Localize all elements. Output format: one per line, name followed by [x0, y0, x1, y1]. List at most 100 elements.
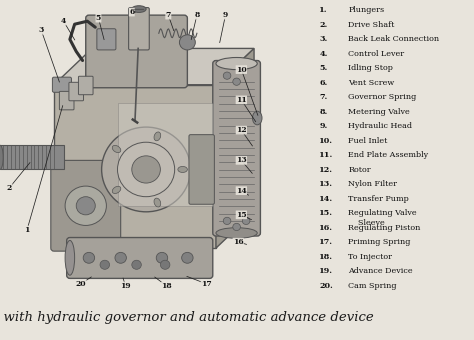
- Circle shape: [223, 72, 231, 79]
- Text: Hydraulic Head: Hydraulic Head: [348, 122, 412, 130]
- Circle shape: [156, 252, 168, 263]
- Text: 9: 9: [223, 11, 228, 19]
- Circle shape: [83, 252, 95, 263]
- Ellipse shape: [178, 166, 187, 172]
- Text: Rotor: Rotor: [348, 166, 371, 174]
- Polygon shape: [118, 103, 213, 206]
- Circle shape: [223, 217, 231, 224]
- Text: 18.: 18.: [319, 253, 333, 261]
- Text: 13: 13: [236, 156, 247, 164]
- Text: 11: 11: [236, 96, 247, 104]
- Circle shape: [132, 156, 160, 183]
- Text: 15.: 15.: [319, 209, 333, 217]
- Circle shape: [242, 217, 250, 224]
- Text: 16: 16: [233, 238, 244, 246]
- FancyBboxPatch shape: [59, 91, 74, 110]
- Text: 4: 4: [61, 17, 66, 25]
- Text: 10.: 10.: [319, 137, 333, 145]
- Text: 3.: 3.: [319, 35, 328, 43]
- Text: 11.: 11.: [319, 151, 334, 159]
- Polygon shape: [54, 48, 254, 85]
- Text: Drive Shaft: Drive Shaft: [348, 21, 395, 29]
- Text: 10: 10: [236, 66, 247, 73]
- Circle shape: [132, 260, 141, 269]
- Text: 7: 7: [165, 11, 171, 19]
- Text: 7.: 7.: [319, 93, 328, 101]
- Text: Fuel Inlet: Fuel Inlet: [348, 137, 388, 145]
- Ellipse shape: [154, 132, 161, 141]
- FancyBboxPatch shape: [97, 29, 116, 50]
- Text: 3: 3: [38, 26, 44, 34]
- Ellipse shape: [216, 57, 257, 70]
- Ellipse shape: [154, 198, 161, 207]
- Ellipse shape: [132, 6, 146, 12]
- Text: 12: 12: [236, 126, 246, 134]
- Text: 15: 15: [236, 211, 246, 219]
- Circle shape: [180, 35, 195, 50]
- Text: Regulating Piston: Regulating Piston: [348, 224, 420, 232]
- Circle shape: [101, 127, 191, 212]
- Text: 17: 17: [201, 280, 212, 288]
- Text: 17.: 17.: [319, 238, 333, 246]
- Text: Nylon Filter: Nylon Filter: [348, 180, 397, 188]
- FancyBboxPatch shape: [213, 61, 260, 236]
- Circle shape: [76, 197, 95, 215]
- Text: 14.: 14.: [319, 195, 333, 203]
- Ellipse shape: [112, 186, 121, 193]
- Text: 6.: 6.: [319, 79, 328, 87]
- Text: 1: 1: [24, 226, 30, 234]
- Text: 2: 2: [7, 184, 12, 192]
- Text: 13.: 13.: [319, 180, 333, 188]
- Circle shape: [233, 223, 240, 231]
- Ellipse shape: [112, 146, 121, 153]
- FancyBboxPatch shape: [128, 7, 149, 50]
- FancyBboxPatch shape: [69, 82, 83, 101]
- Text: 19.: 19.: [319, 268, 333, 275]
- Text: Back Leak Connection: Back Leak Connection: [348, 35, 439, 43]
- Text: Metering Valve: Metering Valve: [348, 108, 410, 116]
- Text: 5: 5: [96, 14, 101, 22]
- Ellipse shape: [0, 145, 3, 169]
- FancyBboxPatch shape: [51, 160, 121, 251]
- Text: Vent Screw: Vent Screw: [348, 79, 394, 87]
- Text: 1.: 1.: [319, 6, 328, 14]
- FancyBboxPatch shape: [78, 76, 93, 95]
- Text: 14: 14: [236, 187, 247, 194]
- Bar: [0, 145, 64, 169]
- Text: End Plate Assembly: End Plate Assembly: [348, 151, 428, 159]
- Text: 2.: 2.: [319, 21, 328, 29]
- Text: 8.: 8.: [319, 108, 328, 116]
- Circle shape: [160, 260, 170, 269]
- FancyBboxPatch shape: [86, 15, 187, 88]
- Text: Advance Device: Advance Device: [348, 268, 413, 275]
- Text: 20.: 20.: [319, 282, 333, 290]
- Circle shape: [115, 252, 127, 263]
- Text: 12.: 12.: [319, 166, 333, 174]
- Circle shape: [118, 142, 175, 197]
- Ellipse shape: [65, 240, 74, 275]
- FancyBboxPatch shape: [67, 238, 213, 278]
- Text: Transfer Pump: Transfer Pump: [348, 195, 409, 203]
- Text: 20: 20: [76, 280, 86, 288]
- Text: To Injector: To Injector: [348, 253, 392, 261]
- Text: 16.: 16.: [319, 224, 333, 232]
- FancyBboxPatch shape: [53, 77, 72, 92]
- Text: 4.: 4.: [319, 50, 328, 57]
- Text: Priming Spring: Priming Spring: [348, 238, 410, 246]
- Text: Plungers: Plungers: [348, 6, 384, 14]
- FancyBboxPatch shape: [189, 135, 214, 204]
- Text: 18: 18: [162, 282, 172, 290]
- Text: Regulating Valve
    Sleeve: Regulating Valve Sleeve: [348, 209, 417, 226]
- Ellipse shape: [216, 228, 257, 238]
- Text: Idling Stop: Idling Stop: [348, 64, 393, 72]
- Text: DPA pump with hydraulic governor and automatic advance device: DPA pump with hydraulic governor and aut…: [0, 311, 374, 324]
- Ellipse shape: [253, 111, 262, 125]
- Text: Control Lever: Control Lever: [348, 50, 404, 57]
- Circle shape: [65, 186, 106, 225]
- Text: 8: 8: [194, 11, 200, 19]
- Text: Cam Spring: Cam Spring: [348, 282, 397, 290]
- Circle shape: [233, 78, 240, 85]
- Text: 19: 19: [120, 282, 131, 290]
- Text: 6: 6: [129, 8, 135, 16]
- Polygon shape: [216, 48, 254, 248]
